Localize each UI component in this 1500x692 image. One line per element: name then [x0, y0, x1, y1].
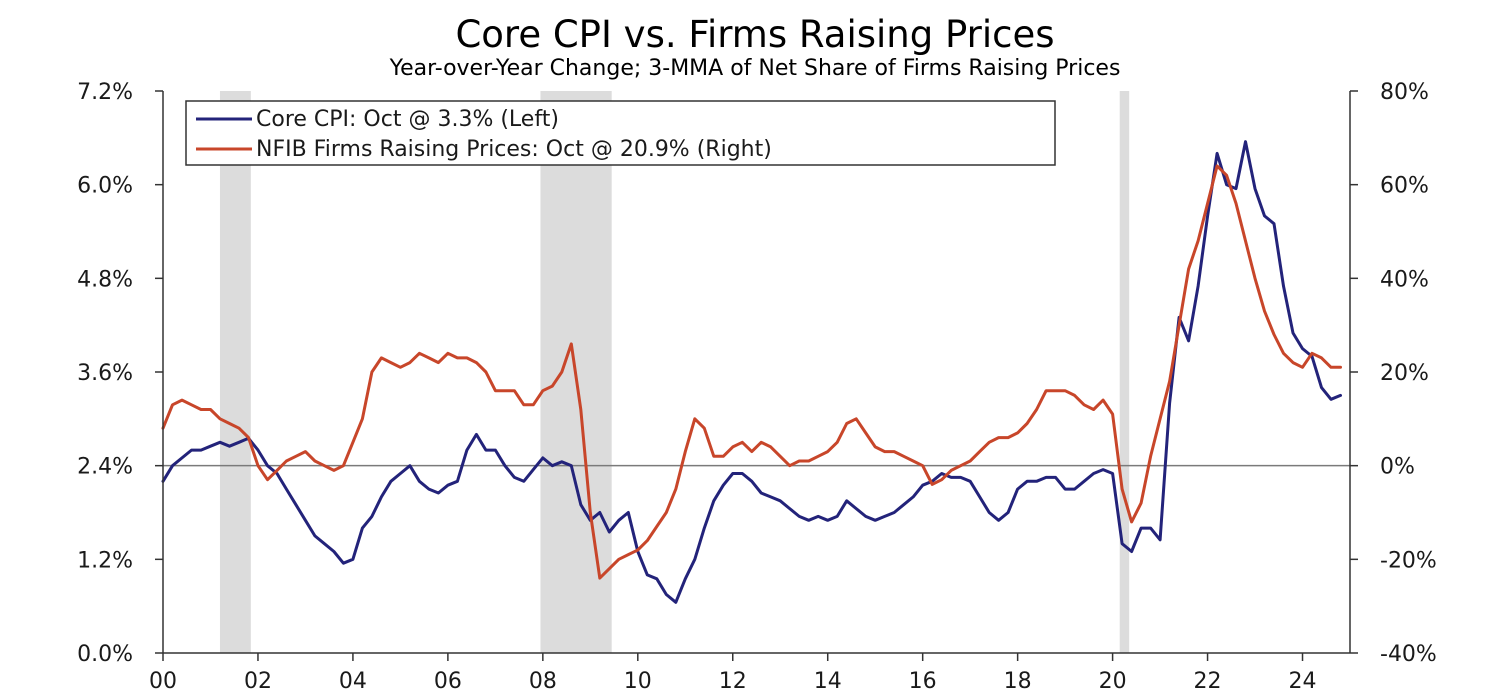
bottom-tick-label: 06 [434, 669, 462, 692]
chart-title: Core CPI vs. Firms Raising Prices [455, 13, 1054, 56]
legend-label-core-cpi: Core CPI: Oct @ 3.3% (Left) [256, 107, 559, 132]
recession-shading [219, 91, 1130, 653]
series-layer [161, 140, 1342, 604]
left-tick-label: 4.8% [77, 267, 133, 292]
series-line-core-cpi [161, 140, 1342, 604]
left-tick-label: 0.0% [77, 642, 133, 667]
bottom-tick-label: 00 [149, 669, 177, 692]
bottom-tick-label: 08 [529, 669, 557, 692]
axes [155, 90, 1358, 661]
left-tick-label: 7.2% [77, 80, 133, 105]
right-tick-label: -40% [1380, 642, 1437, 667]
legend: Core CPI: Oct @ 3.3% (Left) NFIB Firms R… [185, 100, 1056, 166]
left-tick-label: 6.0% [77, 174, 133, 199]
bottom-tick-label: 10 [624, 669, 652, 692]
bottom-tick-label: 14 [814, 669, 842, 692]
right-tick-label: 20% [1380, 361, 1429, 386]
legend-label-nfib: NFIB Firms Raising Prices: Oct @ 20.9% (… [256, 137, 772, 162]
left-tick-label: 1.2% [77, 548, 133, 573]
right-tick-label: 0% [1380, 455, 1415, 480]
bottom-tick-label: 12 [719, 669, 747, 692]
recession-band [1119, 91, 1130, 653]
bottom-tick-label: 02 [244, 669, 272, 692]
right-tick-label: 80% [1380, 80, 1429, 105]
bottom-tick-label: 16 [909, 669, 937, 692]
recession-band [219, 91, 251, 653]
series-line-nfib [161, 164, 1342, 580]
left-tick-label: 2.4% [77, 455, 133, 480]
left-tick-label: 3.6% [77, 361, 133, 386]
bottom-tick-label: 20 [1099, 669, 1127, 692]
tick-labels: 0.0% 1.2% 2.4% 3.6% 4.8% 6.0% 7.2% -40% -20% 0% 20… [77, 80, 1437, 692]
bottom-tick-label: 24 [1289, 669, 1317, 692]
bottom-tick-label: 22 [1194, 669, 1222, 692]
bottom-tick-label: 18 [1004, 669, 1032, 692]
chart-subtitle: Year-over-Year Change; 3-MMA of Net Shar… [389, 56, 1121, 81]
bottom-tick-label: 04 [339, 669, 367, 692]
right-tick-label: 40% [1380, 267, 1429, 292]
right-tick-label: 60% [1380, 174, 1429, 199]
right-tick-label: -20% [1380, 548, 1437, 573]
legend-box [185, 100, 1056, 166]
